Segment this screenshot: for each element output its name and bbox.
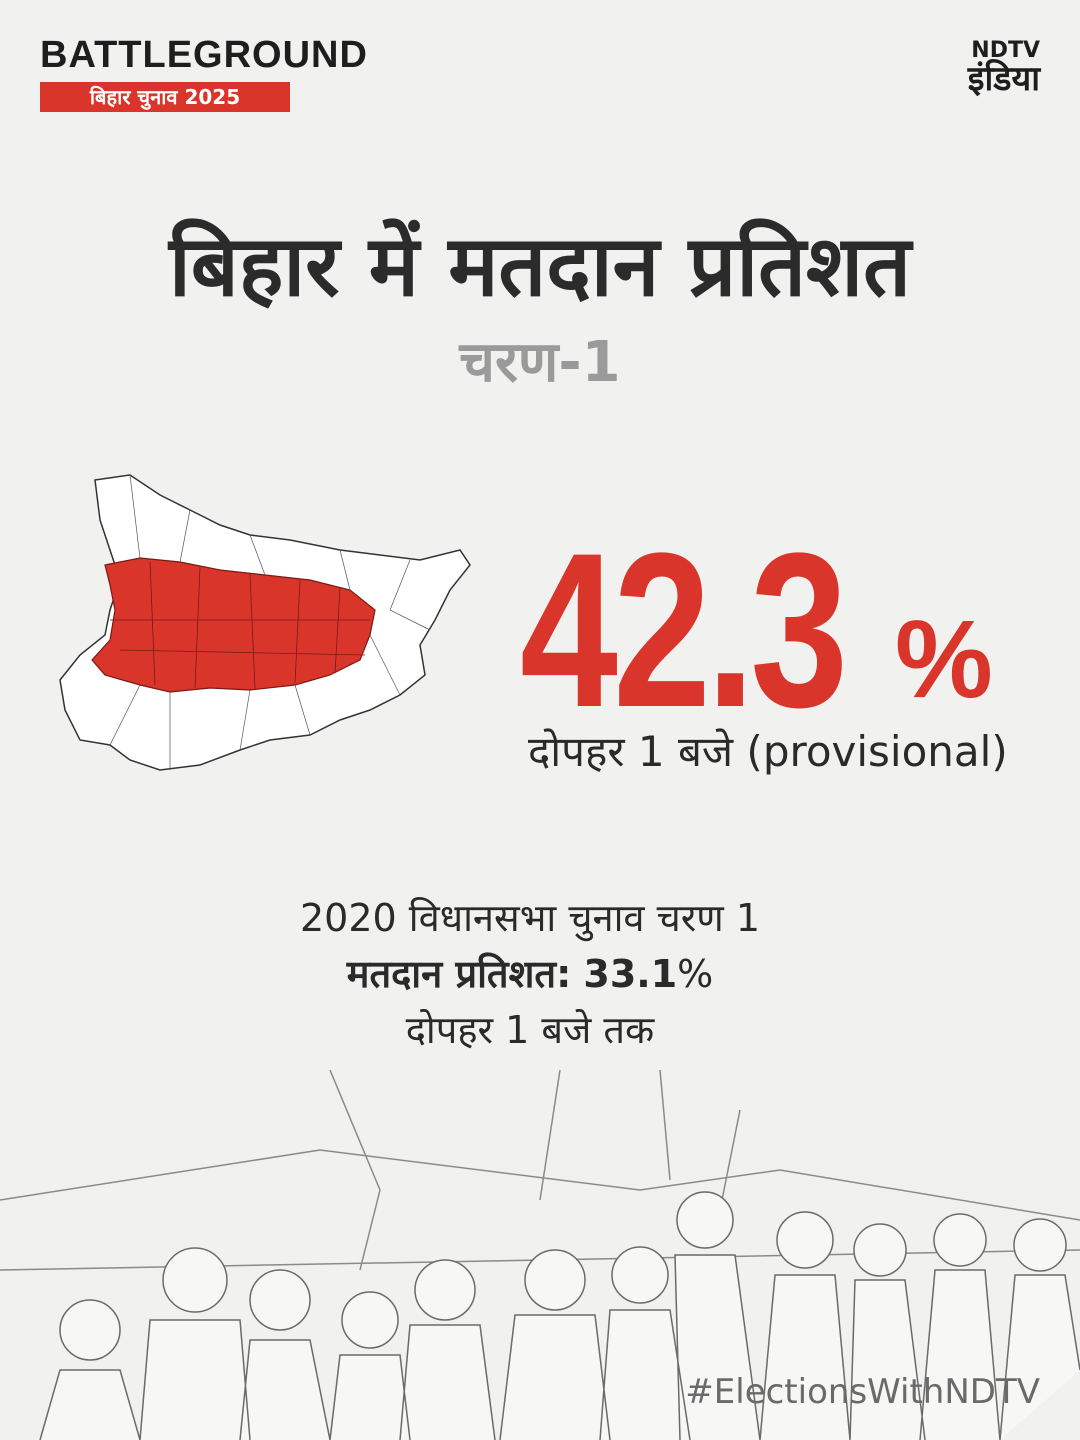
district-lines bbox=[110, 561, 370, 691]
turnout-note: दोपहर 1 बजे (provisional) bbox=[528, 727, 1008, 776]
logo-top: NDTV bbox=[971, 38, 1040, 63]
brand: BATTLEGROUND bbox=[40, 34, 368, 76]
bihar-map bbox=[59, 474, 471, 771]
comparison: 2020 विधानसभा चुनाव चरण 1 मतदान प्रतिशत:… bbox=[0, 890, 1060, 1058]
comparison-line1: 2020 विधानसभा चुनाव चरण 1 bbox=[299, 896, 761, 940]
comparison-label: मतदान प्रतिशत: bbox=[346, 952, 572, 996]
comparison-unit: % bbox=[677, 952, 714, 996]
comparison-line3: दोपहर 1 बजे तक bbox=[405, 1008, 655, 1052]
logo-bottom: इंडिया bbox=[967, 59, 1040, 99]
hashtag: #ElectionsWithNDTV bbox=[685, 1372, 1040, 1412]
turnout-unit: % bbox=[895, 598, 993, 721]
comparison-value: 33.1 bbox=[583, 952, 678, 996]
phase-region bbox=[91, 557, 376, 693]
logo: NDTV इंडिया bbox=[967, 38, 1040, 99]
comparison-line2: मतदान प्रतिशत: 33.1% bbox=[0, 946, 1060, 1002]
turnout: 42.3% bbox=[520, 507, 993, 753]
crowd-sketch bbox=[0, 1070, 1080, 1440]
brand-subtitle: बिहार चुनाव 2025 bbox=[40, 82, 290, 112]
district-lines-outer bbox=[109, 474, 431, 770]
phase: चरण-1 bbox=[459, 330, 621, 395]
title: बिहार में मतदान प्रतिशत bbox=[169, 217, 911, 315]
turnout-value: 42.3 bbox=[520, 507, 848, 753]
